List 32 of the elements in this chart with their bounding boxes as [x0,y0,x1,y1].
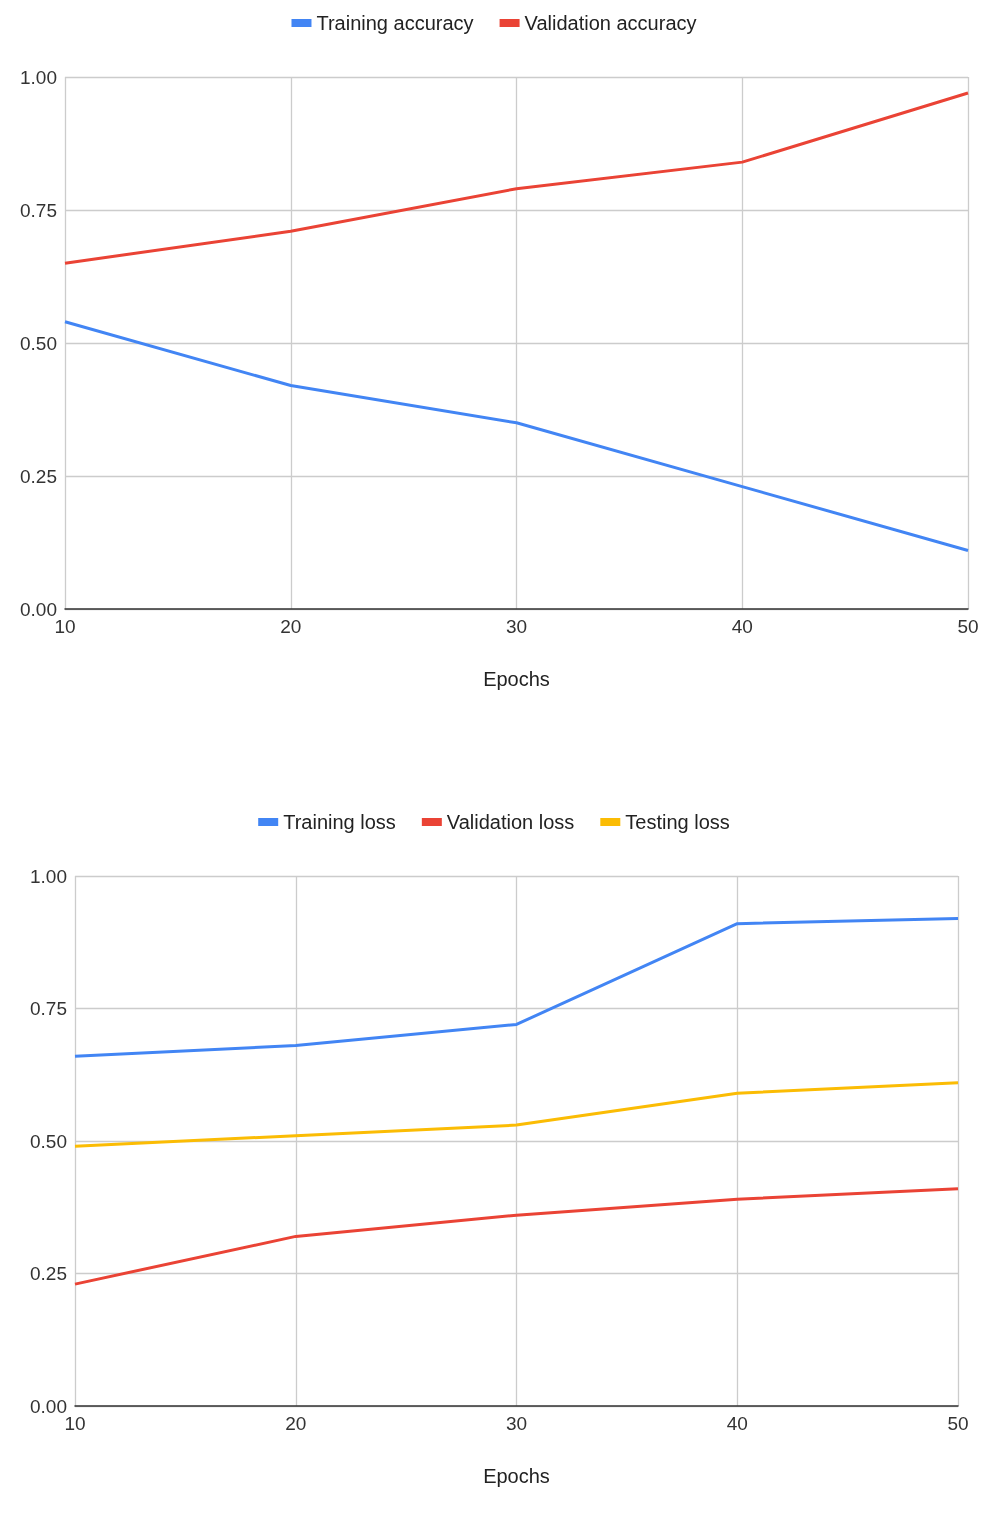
y-tick-label: 0.75 [30,998,67,1019]
y-tick-label: 0.00 [30,1395,67,1417]
x-tick-label: 50 [957,616,979,637]
legend-label: Training accuracy [316,12,474,34]
x-axis-title: Epochs [483,1465,550,1487]
x-tick-label: 30 [505,616,528,637]
y-tick-label: 1.00 [20,66,57,88]
x-tick-label: 40 [726,1413,748,1434]
legend-label: Validation accuracy [524,12,697,34]
y-tick-label: 0.00 [20,598,57,620]
legend-label: Training loss [283,811,396,833]
x-tick-label: 30 [505,1413,528,1434]
line-series [73,916,960,1058]
x-tick-label: 50 [947,1413,969,1434]
y-tick-label: 0.50 [20,332,57,354]
x-tick-label: 10 [54,616,76,637]
line-series [73,1187,960,1286]
x-axis-title: Epochs [483,668,550,690]
y-tick-label: 0.25 [20,465,57,487]
x-tick-label: 20 [280,616,302,637]
x-tick-label: 10 [64,1413,86,1434]
x-tick-label: 20 [285,1413,307,1434]
x-tick-label: 40 [731,616,753,637]
y-tick-label: 0.50 [30,1130,67,1152]
y-tick-label: 0.25 [30,1263,67,1284]
y-tick-label: 1.00 [30,865,67,887]
line-series [63,91,970,265]
legend-label: Testing loss [625,811,730,833]
legend-label: Validation loss [446,811,575,833]
line-series [73,1081,960,1148]
line-series [63,320,970,552]
y-tick-label: 0.75 [20,199,57,221]
